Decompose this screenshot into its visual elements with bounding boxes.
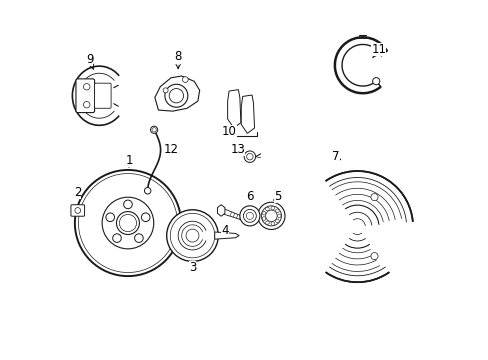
Circle shape — [370, 194, 377, 201]
FancyBboxPatch shape — [76, 79, 94, 113]
Circle shape — [123, 200, 132, 209]
Circle shape — [182, 77, 188, 82]
Circle shape — [257, 202, 285, 229]
Text: 11: 11 — [371, 42, 386, 58]
Text: 6: 6 — [245, 190, 253, 203]
Circle shape — [102, 197, 153, 249]
Polygon shape — [214, 232, 239, 239]
Circle shape — [185, 229, 199, 242]
Circle shape — [270, 222, 274, 225]
Text: 4: 4 — [221, 224, 228, 237]
Circle shape — [335, 205, 378, 248]
Circle shape — [265, 210, 277, 222]
Polygon shape — [155, 76, 199, 111]
Circle shape — [170, 213, 214, 258]
Text: 1: 1 — [125, 154, 133, 167]
Circle shape — [116, 212, 139, 234]
Circle shape — [119, 215, 136, 231]
Circle shape — [75, 208, 81, 213]
Circle shape — [141, 213, 150, 221]
Text: 2: 2 — [74, 186, 81, 199]
Circle shape — [262, 211, 265, 215]
Text: 13: 13 — [230, 143, 245, 156]
Circle shape — [106, 213, 114, 221]
Circle shape — [152, 128, 156, 132]
Circle shape — [270, 206, 274, 210]
Circle shape — [243, 210, 256, 222]
Circle shape — [144, 188, 151, 194]
Text: 9: 9 — [86, 53, 93, 69]
Circle shape — [370, 252, 377, 260]
FancyBboxPatch shape — [94, 83, 111, 108]
Circle shape — [78, 174, 177, 273]
Text: 10: 10 — [222, 125, 236, 138]
Circle shape — [265, 207, 269, 211]
Circle shape — [246, 153, 253, 160]
Circle shape — [166, 210, 218, 261]
Circle shape — [301, 171, 412, 282]
Circle shape — [239, 206, 260, 226]
Text: 5: 5 — [273, 190, 281, 203]
Circle shape — [372, 78, 379, 85]
Wedge shape — [357, 222, 414, 274]
Circle shape — [244, 151, 255, 162]
Circle shape — [112, 234, 121, 242]
Text: 8: 8 — [174, 50, 182, 69]
Circle shape — [262, 217, 265, 220]
Circle shape — [308, 177, 406, 276]
Circle shape — [169, 89, 183, 103]
Circle shape — [349, 219, 365, 234]
FancyBboxPatch shape — [71, 205, 84, 216]
Circle shape — [261, 206, 281, 226]
Circle shape — [265, 221, 269, 225]
Circle shape — [163, 88, 168, 93]
Polygon shape — [241, 95, 254, 134]
Polygon shape — [217, 205, 224, 216]
Polygon shape — [227, 90, 241, 128]
Circle shape — [275, 219, 279, 223]
Circle shape — [164, 84, 187, 107]
Text: 12: 12 — [163, 143, 178, 156]
Circle shape — [275, 209, 279, 213]
Circle shape — [150, 126, 158, 134]
Circle shape — [83, 178, 172, 268]
Text: 7: 7 — [331, 150, 340, 163]
Circle shape — [75, 170, 181, 276]
Circle shape — [246, 212, 253, 220]
Circle shape — [83, 102, 90, 108]
Circle shape — [277, 214, 281, 218]
Text: 3: 3 — [188, 261, 196, 274]
Circle shape — [343, 212, 371, 241]
Circle shape — [83, 84, 90, 90]
Wedge shape — [300, 180, 357, 274]
Circle shape — [319, 223, 326, 230]
Circle shape — [134, 234, 143, 242]
